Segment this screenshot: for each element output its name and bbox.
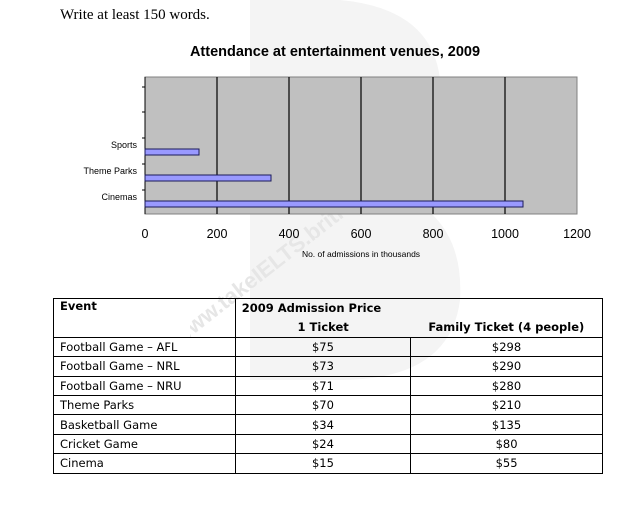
single-price-cell: $73 — [234, 356, 412, 377]
table-header-row: Event 2009 Admission Price — [53, 297, 604, 338]
table-subheader-row: 1 Ticket Family Ticket (4 people) — [54, 317, 603, 338]
x-tick-label: 1000 — [491, 227, 519, 241]
event-cell: Cinema — [53, 453, 236, 474]
single-ticket-header: 1 Ticket — [234, 317, 411, 338]
single-price-cell: $70 — [234, 394, 412, 416]
single-price-cell: $15 — [234, 453, 412, 474]
family-price-cell: $210 — [410, 394, 603, 416]
table-row: Football Game – AFL $75 $298 — [53, 336, 603, 358]
x-tick-labels: 0 200 400 600 800 1000 1200 — [142, 227, 591, 241]
category-label: Theme Parks — [83, 166, 137, 176]
table-row: Basketball Game $34 $135 — [53, 414, 603, 435]
family-price-cell: $135 — [410, 414, 603, 435]
category-label: Sports — [111, 140, 138, 150]
bar-sports — [144, 148, 200, 156]
single-price-cell: $75 — [234, 336, 412, 358]
x-axis-label: No. of admissions in thousands — [302, 249, 420, 259]
x-tick-label: 0 — [142, 227, 149, 241]
family-price-cell: $298 — [410, 336, 603, 358]
bar-theme-parks — [144, 174, 272, 182]
category-label: Cinemas — [101, 192, 137, 202]
admission-price-table: Event 2009 Admission Price 1 Ticket Fami… — [53, 297, 604, 474]
bars — [144, 148, 524, 208]
x-tick-label: 600 — [351, 227, 372, 241]
family-price-cell: $280 — [410, 375, 603, 396]
event-cell: Football Game – NRU — [53, 375, 236, 396]
event-cell: Basketball Game — [53, 414, 236, 435]
category-labels: Sports Theme Parks Cinemas — [83, 140, 137, 202]
family-price-cell: $55 — [410, 453, 603, 474]
y-tick-marks — [142, 86, 145, 191]
event-cell: Football Game – NRL — [53, 356, 236, 377]
single-price-cell: $34 — [234, 414, 412, 435]
family-price-cell: $290 — [410, 356, 603, 377]
single-price-cell: $71 — [234, 375, 412, 396]
chart-title: Attendance at entertainment venues, 2009 — [190, 44, 480, 60]
table-row: Theme Parks $70 $210 — [53, 394, 603, 416]
family-ticket-header: Family Ticket (4 people) — [410, 317, 603, 338]
single-price-cell: $24 — [234, 433, 412, 455]
table-row: Football Game – NRL $73 $290 — [53, 356, 603, 377]
event-cell: Theme Parks — [53, 394, 236, 416]
table-row: Football Game – NRU $71 $280 — [53, 375, 603, 396]
x-tick-label: 800 — [423, 227, 444, 241]
gridlines — [216, 77, 506, 214]
event-cell: Football Game – AFL — [53, 336, 236, 358]
event-cell: Cricket Game — [53, 433, 236, 455]
price-header: 2009 Admission Price — [234, 297, 604, 318]
x-tick-label: 200 — [207, 227, 228, 241]
x-tick-label: 1200 — [563, 227, 591, 241]
table-row: Cricket Game $24 $80 — [53, 433, 603, 455]
task-instruction: Write at least 150 words. — [60, 7, 210, 23]
event-header: Event — [53, 298, 236, 338]
attendance-bar-chart: Attendance at entertainment venues, 2009… — [83, 44, 591, 259]
family-price-cell: $80 — [410, 433, 603, 455]
bar-cinemas — [144, 200, 524, 208]
x-tick-label: 400 — [279, 227, 300, 241]
table-row: Cinema $15 $55 — [53, 453, 603, 474]
